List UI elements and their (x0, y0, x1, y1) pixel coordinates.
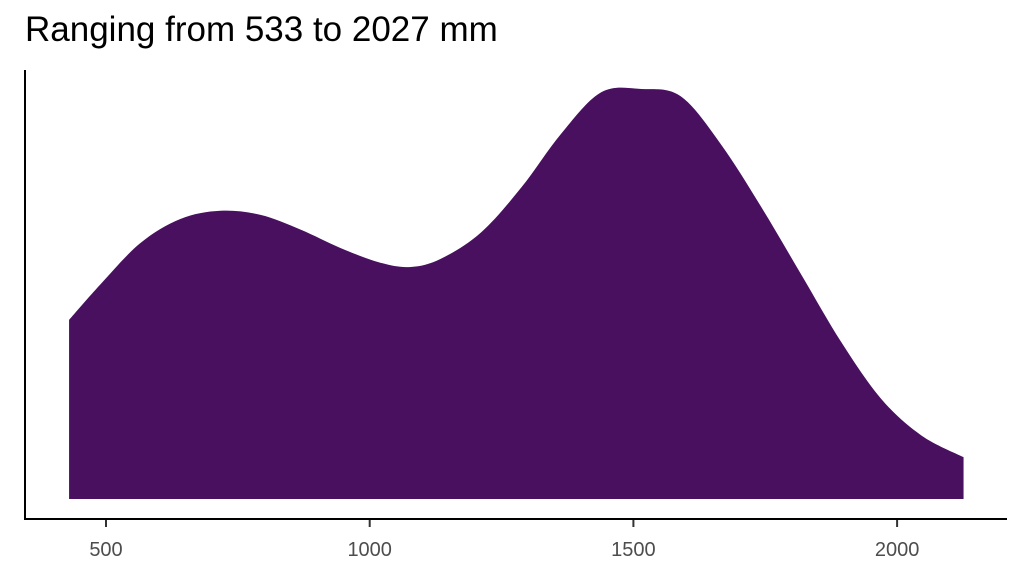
x-tick-label: 500 (89, 539, 122, 561)
chart-title: Ranging from 533 to 2027 mm (25, 10, 498, 49)
x-tick-label: 2000 (875, 539, 920, 561)
x-tick-label: 1500 (611, 539, 656, 561)
density-area (69, 87, 964, 499)
x-axis-ticks: 500 1000 1500 2000 (89, 520, 919, 561)
x-tick-label: 1000 (347, 539, 392, 561)
